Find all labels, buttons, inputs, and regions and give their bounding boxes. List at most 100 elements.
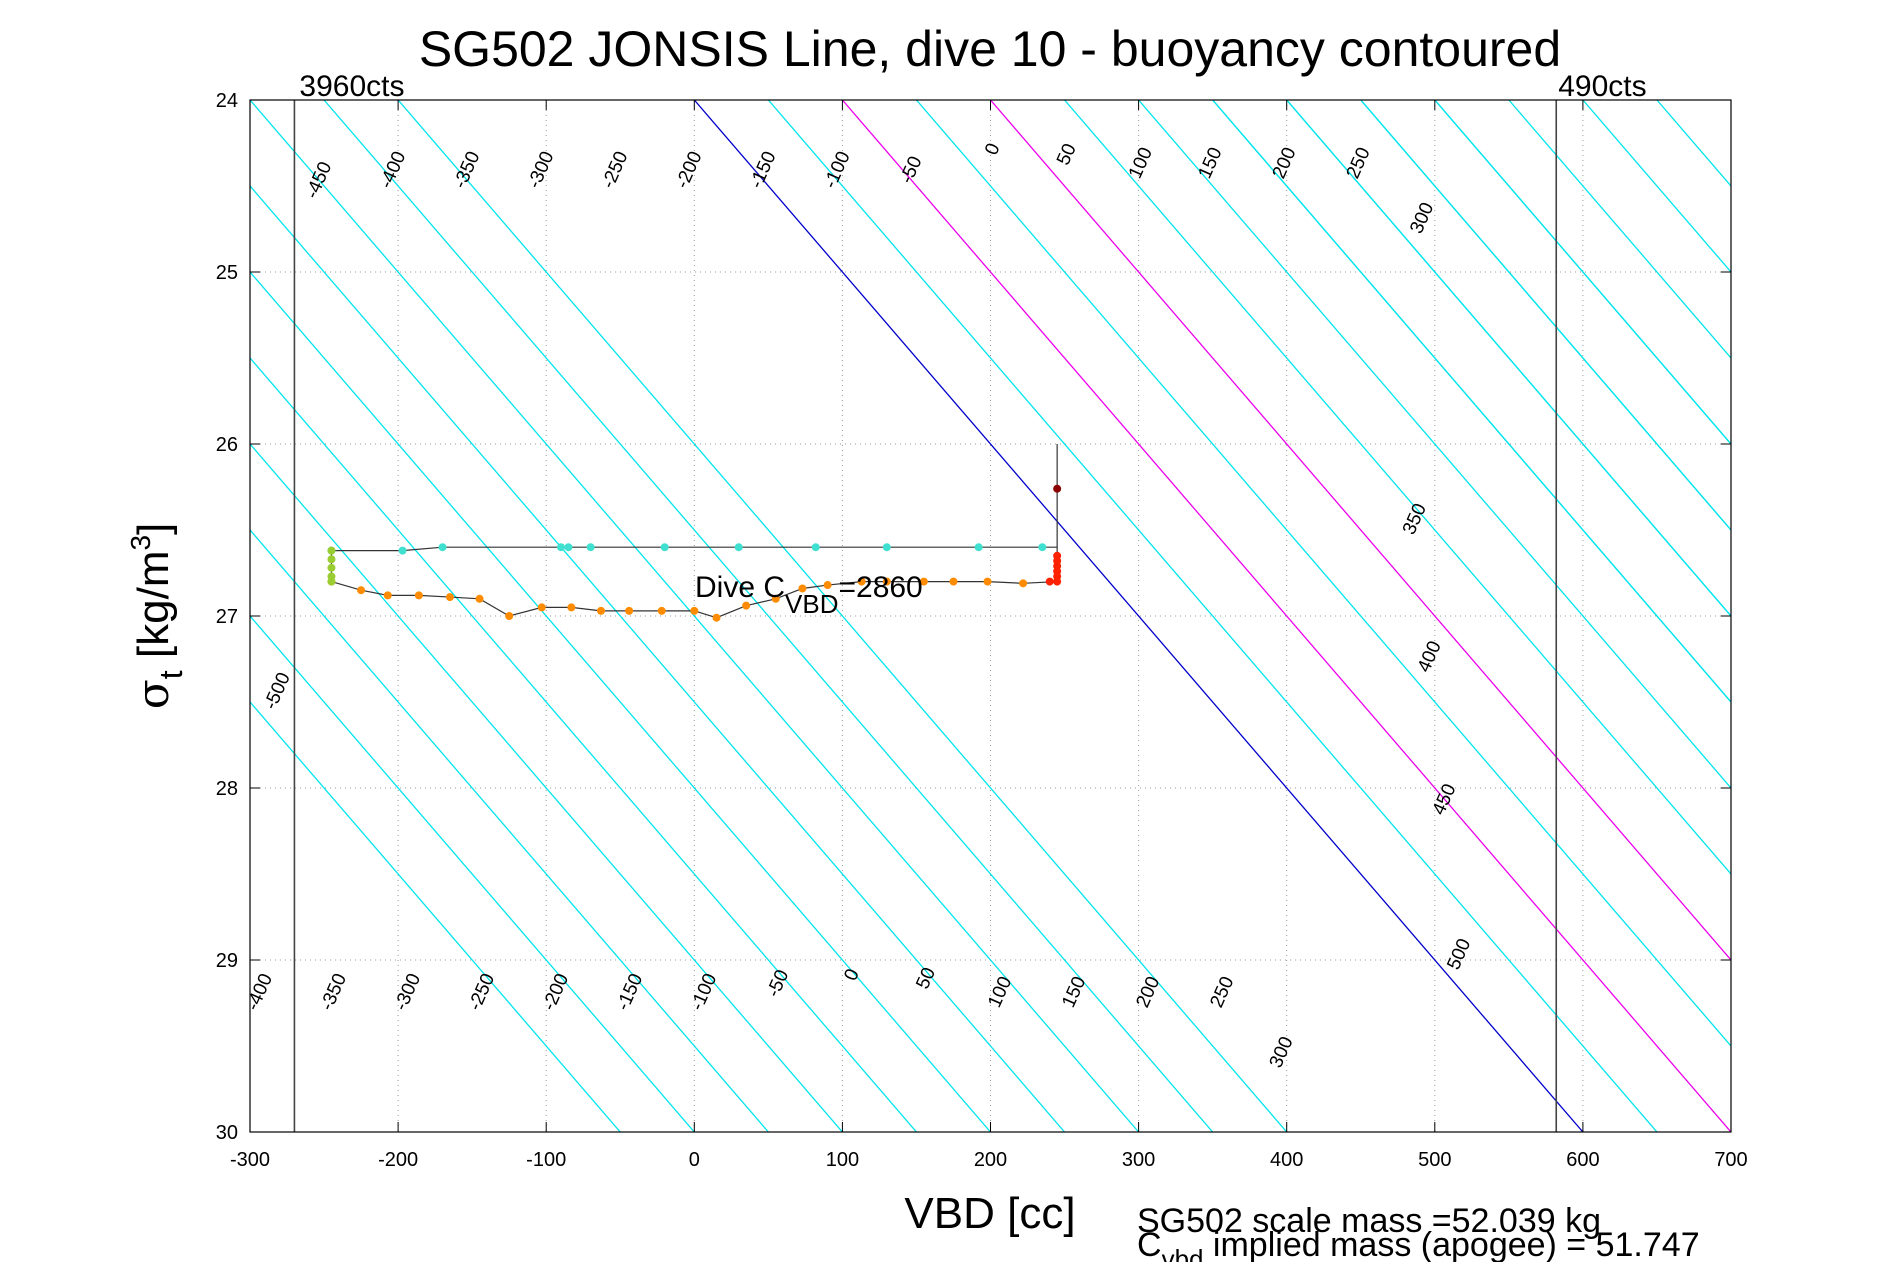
data-point: [690, 606, 699, 615]
data-point: [742, 601, 751, 610]
contour-line: [1879, 100, 1891, 1132]
footer-scale-mass: SG502 scale mass =52.039 kg: [1137, 1202, 1601, 1240]
contour-label: -350: [317, 971, 352, 1014]
contour-line: [1434, 100, 1731, 445]
contour-label: -200: [539, 971, 574, 1014]
data-point: [974, 543, 983, 552]
data-point: [505, 612, 514, 620]
footer-implied-mass: Cvbd implied mass (apogee) = 51.747: [1137, 1226, 1700, 1262]
chart-title: SG502 JONSIS Line, dive 10 - buoyancy co…: [419, 21, 1561, 77]
contour-line: [250, 357, 917, 1132]
contour-line: [1730, 100, 1731, 101]
contour-label: 200: [1132, 973, 1164, 1011]
contour-label: -400: [242, 971, 277, 1014]
x-axis-label: VBD [cc]: [904, 1189, 1075, 1238]
contour-line: [1286, 100, 1731, 617]
data-point: [445, 593, 454, 602]
y-tick-label: 24: [216, 90, 238, 112]
data-point: [327, 563, 336, 572]
contour-line: [250, 443, 843, 1132]
contour-line: [693, 100, 1584, 1132]
contour-label-layer: -500-450 -400 -350 -300 -250 -200 -150 -100 -500…: [242, 140, 1475, 1071]
x-tick-label: 100: [826, 1149, 859, 1171]
data-point: [823, 581, 832, 590]
contour-line: [250, 615, 695, 1132]
contour-line: [841, 100, 1731, 1132]
y-tick-label: 26: [216, 434, 238, 456]
contour-label: -200: [672, 148, 707, 191]
point-layer: [327, 484, 1062, 622]
contour-label: 50: [1053, 141, 1081, 169]
data-point: [537, 603, 546, 612]
contour-label: 250: [1206, 973, 1238, 1011]
contour-line: [1064, 100, 1731, 875]
contour-line: [1286, 100, 1731, 617]
contour-label: 0: [981, 140, 1004, 158]
data-point: [567, 603, 576, 612]
y-tick-label: 29: [216, 950, 238, 972]
x-tick-label: 300: [1122, 1149, 1155, 1171]
data-point: [983, 577, 992, 586]
contour-label: -500: [260, 670, 295, 713]
x-tick-label: 700: [1714, 1149, 1747, 1171]
data-point: [596, 606, 605, 615]
contour-label: 250: [1343, 144, 1375, 182]
contour-layer: [250, 100, 1891, 1132]
contour-label: 200: [1269, 144, 1301, 182]
x-tick-label: 600: [1566, 1149, 1599, 1171]
contour-label: 50: [912, 964, 940, 992]
data-point: [1053, 484, 1062, 493]
vbd-limit-label: 490cts: [1558, 70, 1646, 103]
contour-line: [1138, 100, 1731, 789]
data-point: [327, 555, 336, 564]
data-point: [383, 591, 392, 600]
data-point: [734, 543, 743, 552]
contour-line: [1360, 100, 1731, 531]
contour-line: [915, 100, 1731, 1047]
data-point: [398, 546, 407, 555]
y-tick-label: 30: [216, 1122, 238, 1144]
data-point: [1053, 551, 1062, 560]
x-tick-label: -100: [526, 1149, 566, 1171]
contour-label: 350: [1399, 500, 1431, 538]
contour-line: [1805, 100, 1891, 1132]
contour-label: 300: [1406, 199, 1438, 237]
contour-line: [767, 100, 1658, 1132]
contour-label: 150: [1195, 144, 1227, 182]
data-point: [811, 543, 820, 552]
data-point: [657, 606, 666, 615]
data-point: [660, 543, 669, 552]
y-tick-label: 25: [216, 262, 238, 284]
dive-cvbd-annotation: Dive CVBD=2860: [695, 571, 923, 619]
y-tick-label: 28: [216, 778, 238, 800]
data-point: [1019, 579, 1028, 588]
contour-line: [250, 529, 769, 1132]
contour-label: -50: [763, 967, 793, 1001]
contour-line: [323, 100, 1214, 1132]
contour-label: -100: [820, 148, 855, 191]
contour-label: -50: [896, 153, 926, 187]
contour-line: [397, 100, 1288, 1132]
contour-line: [250, 185, 1066, 1132]
contour-line: [990, 100, 1731, 961]
tick-layer: -300 -200 -100 0 100 200 300 400 500 600 700242526…: [216, 90, 1748, 1171]
contour-label: 100: [984, 973, 1016, 1011]
x-tick-label: 500: [1418, 1149, 1451, 1171]
y-tick-label: 27: [216, 606, 238, 628]
data-point: [771, 594, 780, 603]
contour-label: -300: [391, 971, 426, 1014]
x-tick-label: -300: [230, 1149, 270, 1171]
contour-label: -150: [613, 971, 648, 1014]
data-point: [1045, 577, 1054, 586]
y-axis-label: σt [kg/m3]: [125, 523, 189, 710]
data-point: [1038, 543, 1047, 552]
contour-line: [250, 701, 621, 1132]
contour-line: [1656, 100, 1731, 187]
contour-line: [1434, 100, 1731, 445]
contour-label: -150: [746, 148, 781, 191]
contour-label: 150: [1058, 973, 1090, 1011]
contour-label: -100: [687, 971, 722, 1014]
vbd-limit-layer: 3960cts 490cts: [293, 70, 1647, 1132]
